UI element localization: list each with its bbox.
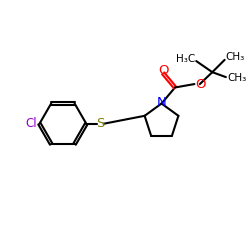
Text: Cl: Cl — [26, 117, 38, 130]
Text: S: S — [96, 117, 104, 130]
Text: N: N — [157, 96, 166, 109]
Text: H₃C: H₃C — [176, 54, 195, 64]
Text: O: O — [158, 64, 168, 77]
Text: CH₃: CH₃ — [226, 52, 245, 62]
Text: O: O — [196, 78, 206, 90]
Text: CH₃: CH₃ — [227, 73, 246, 83]
